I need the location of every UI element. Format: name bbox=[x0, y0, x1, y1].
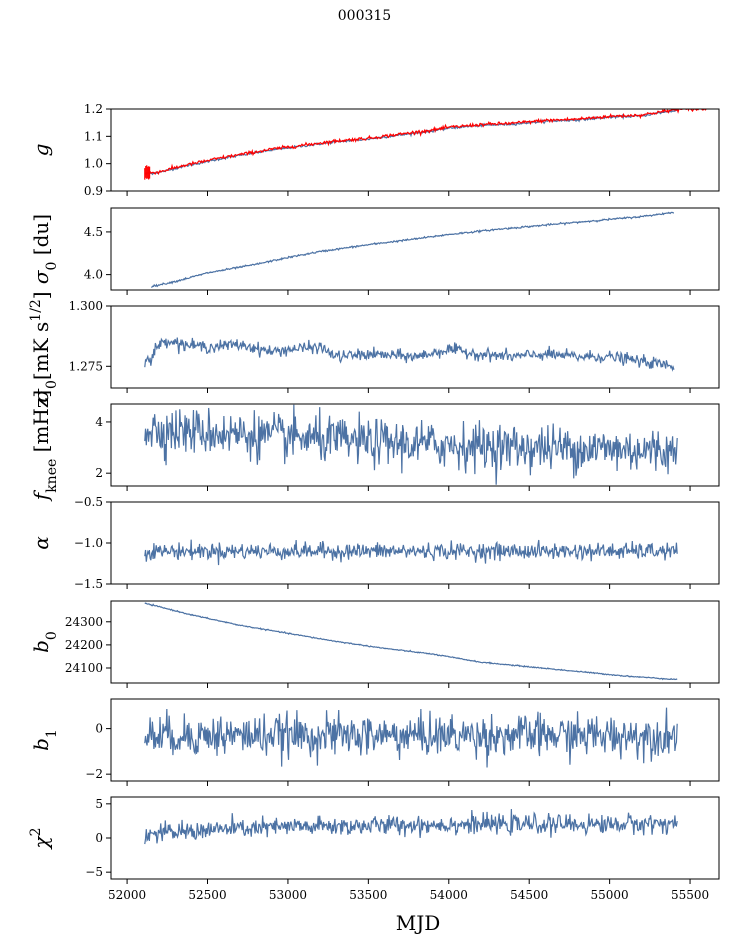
plot-area bbox=[151, 211, 674, 288]
axes-frame bbox=[110, 305, 720, 389]
plot-area bbox=[144, 404, 678, 485]
y-axis-label: χ2 bbox=[28, 827, 53, 850]
series-line-1 bbox=[144, 707, 678, 768]
y-tick-label: 1.1 bbox=[84, 129, 103, 143]
plot-area bbox=[144, 809, 678, 845]
plot-area bbox=[144, 337, 675, 372]
axes-frame bbox=[110, 501, 720, 585]
x-tick-label: 55000 bbox=[591, 888, 629, 902]
series-line-1 bbox=[144, 602, 678, 681]
x-tick-label: 53500 bbox=[349, 888, 387, 902]
x-tick-label: 52000 bbox=[108, 888, 146, 902]
y-tick-label: 1.2 bbox=[84, 102, 103, 116]
figure-title: 000315 bbox=[337, 8, 392, 24]
axes-frame bbox=[110, 600, 720, 684]
y-axis-label: σ0[mK s1/2] bbox=[28, 291, 60, 402]
y-tick-label: 5 bbox=[95, 797, 103, 811]
y-axis-label: b0 bbox=[29, 631, 60, 653]
y-tick-label: 4.5 bbox=[84, 225, 103, 239]
plot-area bbox=[144, 539, 678, 566]
x-axis-label: MJD bbox=[396, 911, 441, 935]
panel-1: 0.9 1.0 1.1 1.2 g bbox=[29, 102, 720, 198]
y-tick-label: 0 bbox=[95, 722, 103, 736]
panel-6: 24100 24200 24300 b0 bbox=[29, 600, 720, 688]
axes-frame bbox=[110, 108, 720, 192]
series-line-1 bbox=[144, 109, 678, 176]
y-tick-label: 24100 bbox=[65, 661, 103, 675]
y-axis-label: g bbox=[29, 144, 53, 157]
x-tick-label: 53000 bbox=[269, 888, 307, 902]
panel-3: 1.275 1.300 σ0[mK s1/2] bbox=[28, 291, 720, 403]
y-tick-label: 1.0 bbox=[84, 157, 103, 171]
panel-2: 4.0 4.5 σ0 [du] bbox=[29, 207, 720, 295]
plot-area bbox=[144, 602, 678, 681]
y-tick-label: 24300 bbox=[65, 615, 103, 629]
y-tick-label: −1.0 bbox=[74, 536, 103, 550]
plot-area bbox=[144, 707, 678, 768]
y-tick-label: −1.5 bbox=[74, 577, 103, 591]
y-tick-label: 0.9 bbox=[84, 184, 103, 198]
series-line-2 bbox=[144, 109, 707, 176]
y-tick-label: 1.300 bbox=[69, 299, 103, 313]
panel-5: −1.5 −1.0 −0.5 α bbox=[29, 495, 720, 591]
series-line-1 bbox=[144, 539, 678, 566]
series-line-1 bbox=[144, 809, 678, 845]
axes-frame bbox=[110, 403, 720, 487]
y-axis-label: b1 bbox=[29, 729, 60, 751]
y-tick-label: −2 bbox=[85, 767, 103, 781]
series-line-1 bbox=[151, 211, 674, 288]
plot-area bbox=[144, 109, 707, 180]
axes-frame bbox=[110, 207, 720, 291]
x-tick-label: 52500 bbox=[188, 888, 226, 902]
y-axis-label: σ0 [du] bbox=[29, 214, 60, 284]
panel-8: −5 0 5 52000 52500 53000 53500 54000 54500 55000 5… bbox=[28, 796, 720, 902]
y-tick-label: 24200 bbox=[65, 638, 103, 652]
x-tick-label: 55500 bbox=[671, 888, 709, 902]
y-tick-label: 4.0 bbox=[84, 268, 103, 282]
axes-frame bbox=[110, 698, 720, 782]
y-tick-label: 0 bbox=[95, 831, 103, 845]
y-tick-label: 4 bbox=[95, 415, 103, 429]
y-tick-label: 2 bbox=[95, 466, 103, 480]
series-line-1 bbox=[144, 337, 675, 372]
y-tick-label: −5 bbox=[85, 865, 103, 879]
y-axis-label: α bbox=[29, 536, 53, 550]
panel-7: −2 0 b1 bbox=[29, 698, 720, 786]
series-line-1 bbox=[144, 404, 678, 485]
x-tick-label: 54000 bbox=[430, 888, 468, 902]
y-tick-label: 1.275 bbox=[69, 359, 103, 373]
y-axis-label: fknee [mHz] bbox=[29, 390, 60, 502]
x-tick-label: 54500 bbox=[510, 888, 548, 902]
y-tick-label: −0.5 bbox=[74, 495, 103, 509]
panel-4: 2 4 fknee [mHz] bbox=[29, 390, 720, 502]
